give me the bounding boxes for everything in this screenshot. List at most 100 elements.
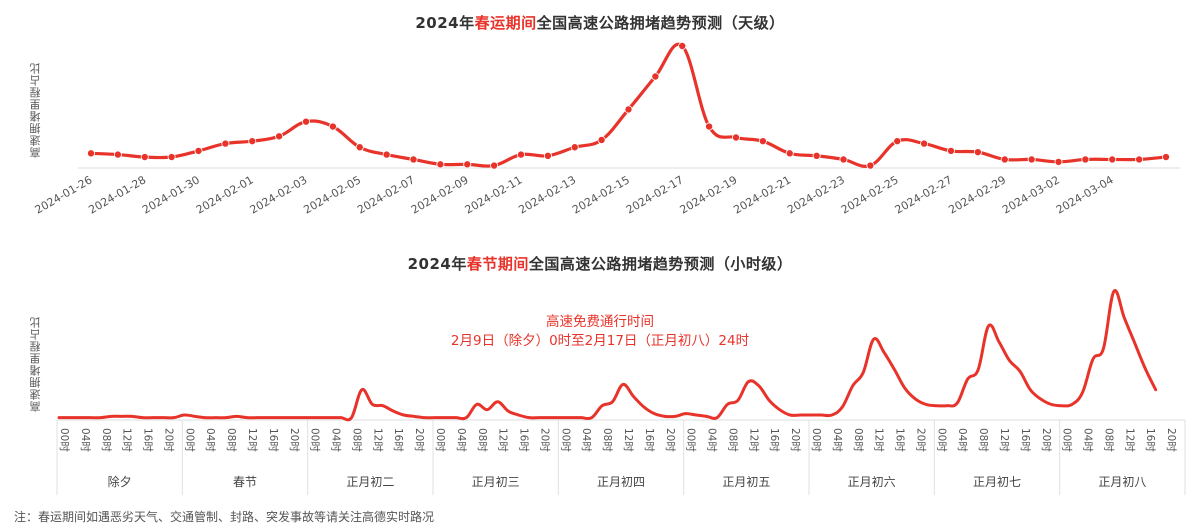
free-toll-annotation: 高速免费通行时间 2月9日（除夕）0时至2月17日（正月初八）24时 <box>0 313 1200 351</box>
chart1-point <box>221 139 230 148</box>
chart2-hour-tick: 20时 <box>664 428 676 452</box>
chart1-point <box>194 146 203 155</box>
chart2-hour-tick: 00时 <box>810 428 822 452</box>
chart2-title-prefix: 2024年 <box>407 255 467 273</box>
chart2-day-label: 春节 <box>233 475 257 489</box>
chart2-hour-tick: 12时 <box>1123 428 1135 452</box>
chart1-title-suffix: 全国高速公路拥堵趋势预测（天级） <box>536 14 785 32</box>
chart2-hour-tick: 08时 <box>977 428 989 452</box>
chart2-hour-tick: 04时 <box>1082 428 1094 452</box>
chart2-day-label: 正月初六 <box>848 475 896 489</box>
chart2-day-label: 正月初三 <box>472 475 520 489</box>
chart1-title-prefix: 2024年 <box>415 14 475 32</box>
chart1-point <box>517 150 526 159</box>
chart1-point <box>1135 155 1144 164</box>
chart2-hour-tick: 20时 <box>789 428 801 452</box>
chart1-x-tick: 2024-02-25 <box>839 173 901 216</box>
chart1-x-tick: 2024-02-29 <box>946 173 1008 216</box>
chart1-x-tick: 2024-02-23 <box>785 173 847 216</box>
chart2-title-suffix: 全国高速公路拥堵趋势预测（小时级） <box>528 255 793 273</box>
chart1-point <box>973 148 982 157</box>
chart1-point <box>463 160 472 169</box>
chart2-day-label: 除夕 <box>108 474 132 489</box>
annotation-line-2: 2月9日（除夕）0时至2月17日（正月初八）24时 <box>450 333 750 349</box>
chart2-hour-tick: 16时 <box>267 428 279 452</box>
chart2-day-label: 正月初五 <box>722 475 770 489</box>
chart2-hour-tick: 04时 <box>330 428 342 452</box>
chart2-hour-tick: 12时 <box>246 428 258 452</box>
chart1-point <box>167 153 176 162</box>
chart2-hour-tick: 00时 <box>935 428 947 452</box>
chart1-point <box>1054 157 1063 166</box>
chart2-hour-tick: 08时 <box>726 428 738 452</box>
chart2-title: 2024年春节期间全国高速公路拥堵趋势预测（小时级） <box>0 253 1200 274</box>
chart2-hour-tick: 08时 <box>476 428 488 452</box>
chart1-point <box>1000 155 1009 164</box>
chart2-hour-tick: 00时 <box>434 428 446 452</box>
chart1-point <box>893 137 902 146</box>
chart1-point <box>490 161 499 170</box>
chart2-hour-tick: 16时 <box>1019 428 1031 452</box>
chart2-day-label: 正月初七 <box>973 475 1021 489</box>
chart2-hour-tick: 08时 <box>350 428 362 452</box>
chart2-hour-tick: 20时 <box>914 428 926 452</box>
chart2-hour-tick: 08时 <box>225 428 237 452</box>
chart2-hour-tick: 20时 <box>162 428 174 452</box>
chart2-hour-tick: 12时 <box>622 428 634 452</box>
chart1-point <box>140 153 149 162</box>
chart2-hour-tick: 00时 <box>309 428 321 452</box>
annotation-line-1: 高速免费通行时间 <box>546 314 654 330</box>
chart2-hour-tick: 20时 <box>1165 428 1177 452</box>
chart1-point <box>866 161 875 170</box>
chart2-hour-tick: 12时 <box>371 428 383 452</box>
chart2-hour-tick: 08时 <box>852 428 864 452</box>
chart2-hour-tick: 00时 <box>1061 428 1073 452</box>
chart1-x-tick: 2024-02-15 <box>570 173 632 216</box>
chart1-x-tick: 2024-02-01 <box>194 173 256 216</box>
chart2-hour-tick: 20时 <box>288 428 300 452</box>
chart1-point <box>409 155 418 164</box>
chart2-hour-tick: 08时 <box>1102 428 1114 452</box>
chart2-hour-tick: 12时 <box>497 428 509 452</box>
chart2-hour-tick: 00时 <box>58 428 70 452</box>
chart1-point <box>678 42 687 51</box>
chart1-x-tick: 2024-02-19 <box>678 173 740 216</box>
chart2-hour-tick: 12时 <box>747 428 759 452</box>
chart1-point <box>839 155 848 164</box>
chart1-x-tick: 2024-02-11 <box>463 173 525 216</box>
chart2-hour-tick: 12时 <box>121 428 133 452</box>
chart1-x-tick: 2024-02-27 <box>893 173 955 216</box>
chart1-x-tick: 2024-02-17 <box>624 173 686 216</box>
chart1-point <box>436 160 445 169</box>
chart1-point <box>597 135 606 144</box>
chart2-hour-tick: 16时 <box>1144 428 1156 452</box>
chart2-hour-tick: 04时 <box>79 428 91 452</box>
daily-chart: 2024-01-262024-01-282024-01-302024-02-01… <box>33 42 1180 217</box>
chart1-x-tick: 2024-02-09 <box>409 173 471 216</box>
chart2-hour-tick: 04时 <box>956 428 968 452</box>
chart1-point <box>382 150 391 159</box>
chart2-hour-tick: 16时 <box>643 428 655 452</box>
chart2-hour-tick: 12时 <box>998 428 1010 452</box>
chart1-point <box>87 149 96 158</box>
chart1-point <box>1081 155 1090 164</box>
chart2-title-highlight: 春节期间 <box>466 255 529 273</box>
chart2-hour-tick: 12时 <box>873 428 885 452</box>
chart1-point <box>651 72 660 81</box>
chart2-hour-tick: 16时 <box>142 428 154 452</box>
chart1-x-tick: 2024-01-26 <box>33 173 95 216</box>
chart2-day-label: 正月初四 <box>597 475 645 489</box>
chart1-point <box>920 139 929 148</box>
chart1-point <box>275 132 284 141</box>
chart1-line <box>90 42 1167 168</box>
chart1-title-highlight: 春运期间 <box>474 14 537 32</box>
chart2-hour-tick: 16时 <box>518 428 530 452</box>
chart2-hour-tick: 16时 <box>392 428 404 452</box>
chart2-line <box>57 288 1158 422</box>
chart1-x-tick: 2024-03-02 <box>1000 173 1062 216</box>
chart2-hour-tick: 00时 <box>559 428 571 452</box>
chart1-x-tick: 2024-02-07 <box>355 173 417 216</box>
chart1-point <box>113 150 122 159</box>
